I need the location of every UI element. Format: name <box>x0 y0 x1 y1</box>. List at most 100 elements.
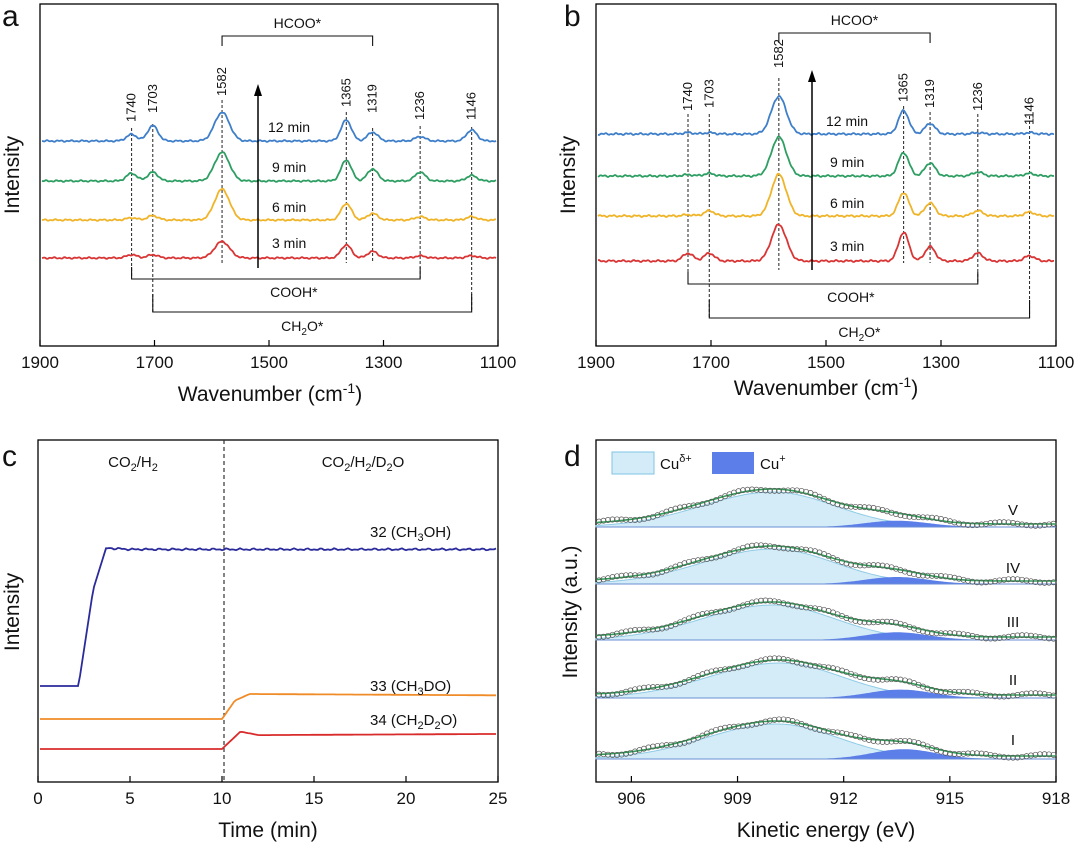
d-data-point <box>897 620 904 627</box>
a-tick-label-1700: 1700 <box>136 353 174 372</box>
d-data-point <box>1041 751 1048 758</box>
d-data-point <box>1023 753 1030 760</box>
d-data-point <box>879 618 886 625</box>
series-label-iii: III <box>1007 614 1020 631</box>
b-tick-label-1900: 1900 <box>577 353 615 372</box>
d-data-point <box>690 557 697 564</box>
d-data-point <box>929 514 935 521</box>
a-peak-label-1236: 1236 <box>412 91 427 120</box>
d-data-point <box>942 749 949 756</box>
a-bracket-ch2o <box>152 294 473 313</box>
d-data-point <box>749 486 755 493</box>
d-data-point <box>740 487 746 494</box>
d-data-point <box>875 505 881 512</box>
d-data-point <box>1005 519 1012 526</box>
d-data-point <box>654 684 661 690</box>
d-data-point <box>596 750 602 757</box>
d-data-point <box>686 503 692 510</box>
d-data-point <box>987 520 994 527</box>
d-data-point <box>857 618 863 625</box>
d-data-point <box>794 603 800 610</box>
d-data-point <box>668 683 674 689</box>
d-data-point <box>947 518 953 525</box>
d-data-point <box>650 571 656 578</box>
d-data-point <box>1037 751 1043 758</box>
d-data-point <box>713 554 719 561</box>
d-data-point <box>686 558 692 565</box>
panel-letter-c: c <box>2 440 17 473</box>
d-data-point <box>744 543 751 550</box>
d-data-point <box>632 517 638 523</box>
d-data-point <box>992 578 998 585</box>
d-data-point <box>605 632 611 639</box>
x-ticks-b: 1900 1700 1500 1300 1100 <box>577 340 1074 372</box>
d-data-point <box>861 504 868 511</box>
a-trace-3-min <box>41 240 497 260</box>
d-data-point <box>636 516 643 523</box>
d-data-point <box>812 548 818 555</box>
d-data-point <box>623 628 629 635</box>
d-data-point <box>1037 690 1043 697</box>
c-tick-label-0: 0 <box>33 789 42 808</box>
d-data-point <box>960 576 967 583</box>
d-data-point <box>744 486 751 493</box>
b-trace-12-min <box>597 94 1055 136</box>
c-trace-0 <box>40 546 497 687</box>
d-data-point <box>1050 579 1057 586</box>
d-data-point <box>924 572 931 579</box>
d-data-point <box>969 689 976 696</box>
d-data-point <box>636 626 643 633</box>
d-data-point <box>992 693 998 700</box>
series-label-ch2d2o: 34 (CH2D2O) <box>370 712 457 732</box>
d-data-point <box>861 735 868 742</box>
d-data-point <box>726 606 733 613</box>
d-data-point <box>969 750 976 757</box>
d-data-point <box>645 572 652 579</box>
d-data-point <box>767 487 773 494</box>
d-tick-label-909: 909 <box>723 789 751 808</box>
d-data-point <box>852 503 859 510</box>
d-data-point <box>978 579 985 586</box>
d-data-point <box>1028 522 1034 529</box>
d-data-point <box>1005 633 1012 640</box>
d-data-point <box>848 616 854 623</box>
d-data-point <box>956 630 962 637</box>
d-data-point <box>731 489 737 496</box>
d-data-point <box>933 572 940 579</box>
d-data-point <box>1023 522 1030 529</box>
d-data-point <box>807 547 814 554</box>
d-data-point <box>942 689 949 695</box>
d-data-point <box>848 731 854 738</box>
d-data-point <box>893 511 899 517</box>
d-data-point <box>641 516 647 523</box>
d-data-point <box>978 521 985 528</box>
d-data-point <box>915 514 922 521</box>
d-data-point <box>1041 691 1048 698</box>
panel-b: b 1740 1703 1582 1365 1319 1236 1146 HCOO* COOH… <box>557 0 1074 400</box>
d-data-point <box>942 630 949 637</box>
d-data-point <box>1032 579 1039 585</box>
d-data-point <box>920 628 926 635</box>
d-data-point <box>695 501 701 508</box>
d-data-point <box>771 716 778 723</box>
d-data-point <box>875 562 881 569</box>
d-data-point <box>920 514 926 521</box>
d-data-point <box>744 600 751 607</box>
d-data-point <box>960 750 967 757</box>
d-data-point <box>627 749 634 756</box>
b-peak-label-1703: 1703 <box>701 79 716 108</box>
d-data-point <box>1037 522 1043 529</box>
d-data-point <box>636 747 643 754</box>
d-data-point <box>672 682 679 688</box>
d-data-point <box>753 542 760 549</box>
d-data-point <box>906 570 913 576</box>
d-data-point <box>1050 520 1057 527</box>
d-data-point <box>1046 751 1052 758</box>
d-data-point <box>933 688 940 694</box>
d-data-point <box>785 657 791 664</box>
d-data-point <box>969 522 976 529</box>
d-data-point <box>726 665 733 672</box>
d-data-point <box>632 686 638 693</box>
c-trace-2 <box>40 730 496 750</box>
d-data-point <box>884 563 890 570</box>
